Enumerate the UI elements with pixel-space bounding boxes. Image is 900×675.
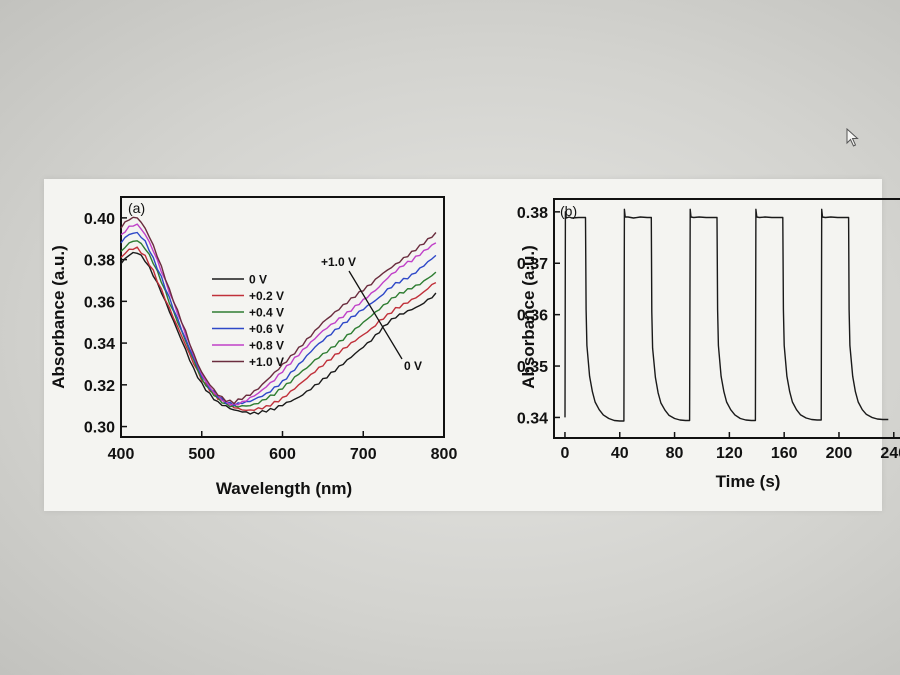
x-tick-label: 400	[108, 446, 135, 463]
chart-panel-a: (a) Wavelength (nm) Absorbance (a.u.) 0.…	[49, 196, 458, 498]
series-line	[120, 231, 437, 407]
x-tick-label: 500	[188, 446, 215, 463]
series-line	[564, 208, 889, 422]
annotation-plus-1v: +1.0 V	[321, 255, 356, 269]
series-line	[120, 251, 437, 415]
figure-card: (a) Wavelength (nm) Absorbance (a.u.) 0.…	[44, 179, 900, 511]
x-tick-label: 160	[771, 445, 798, 462]
x-tick-label: 120	[716, 445, 743, 462]
y-tick-label: 0.36	[84, 294, 115, 311]
x-axis-label: Time (s)	[716, 472, 781, 491]
x-tick-label: 200	[826, 445, 853, 462]
y-tick-label: 0.37	[517, 256, 548, 273]
series-line	[120, 246, 437, 412]
y-tick-label: 0.40	[84, 211, 115, 228]
y-tick-label: 0.34	[517, 410, 548, 427]
y-axis-label: Absorbance (a.u.)	[519, 245, 538, 389]
annotation-0v: 0 V	[404, 359, 422, 373]
x-axis-label: Wavelength (nm)	[216, 479, 352, 498]
x-tick-label: 0	[561, 445, 570, 462]
y-tick-label: 0.35	[517, 359, 548, 376]
legend-entry-label: +0.2 V	[249, 289, 284, 303]
plot-area-frame	[553, 198, 900, 439]
y-tick-label: 0.30	[84, 420, 115, 437]
panel-label: (b)	[560, 203, 577, 219]
y-tick-label: 0.36	[517, 308, 548, 325]
x-tick-label: 800	[431, 446, 458, 463]
legend-entry-label: +1.0 V	[249, 355, 284, 369]
y-axis-label: Absorbance (a.u.)	[49, 245, 68, 389]
chart-panel-b: (b) Time (s) Absorbance (a.u.) 0.34 0.35 0…	[517, 198, 900, 491]
series-line	[120, 216, 437, 405]
legend-entry-label: +0.4 V	[249, 306, 284, 320]
y-tick-label: 0.32	[84, 378, 115, 395]
x-tick-label: 600	[269, 446, 296, 463]
y-tick-label: 0.34	[84, 336, 115, 353]
legend-entry-label: +0.6 V	[249, 322, 284, 336]
annotation-arrow	[348, 270, 403, 360]
y-tick-label: 0.38	[84, 253, 115, 270]
x-tick-label: 700	[350, 446, 377, 463]
mouse-pointer-icon	[846, 128, 859, 147]
y-tick-label: 0.38	[517, 205, 548, 222]
x-tick-label: 240	[880, 445, 900, 462]
panel-label: (a)	[128, 200, 145, 216]
x-tick-label: 40	[611, 445, 629, 462]
legend-entry-label: 0 V	[249, 273, 267, 287]
legend-entry-label: +0.8 V	[249, 339, 284, 353]
x-tick-label: 80	[666, 445, 684, 462]
